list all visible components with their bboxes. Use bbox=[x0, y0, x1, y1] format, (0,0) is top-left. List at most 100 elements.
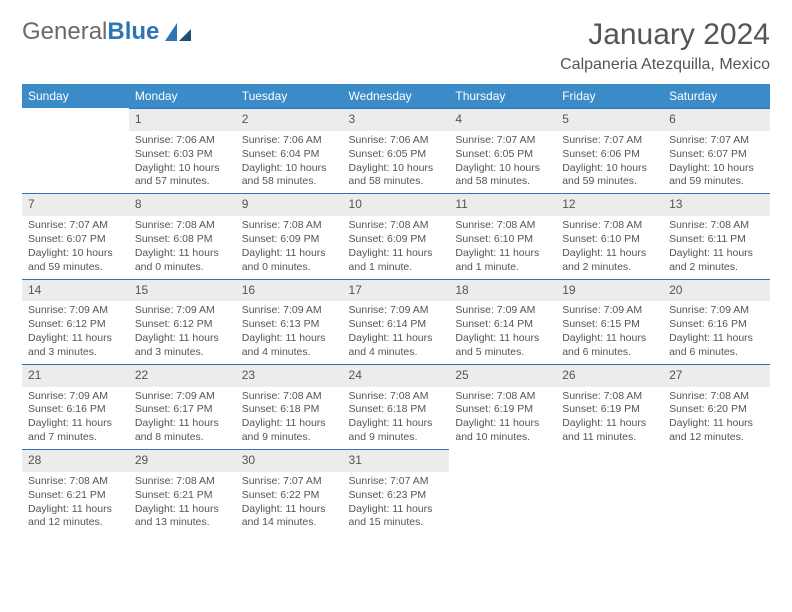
sunset-text: Sunset: 6:20 PM bbox=[669, 403, 764, 417]
day-number: 13 bbox=[663, 193, 770, 216]
day-content: Sunrise: 7:08 AMSunset: 6:10 PMDaylight:… bbox=[449, 216, 556, 278]
day-cell: 2Sunrise: 7:06 AMSunset: 6:04 PMDaylight… bbox=[236, 108, 343, 193]
day-cell: 13Sunrise: 7:08 AMSunset: 6:11 PMDayligh… bbox=[663, 193, 770, 278]
sunrise-text: Sunrise: 7:09 AM bbox=[669, 304, 764, 318]
title-block: January 2024 Calpaneria Atezquilla, Mexi… bbox=[560, 18, 770, 74]
day-cell: 17Sunrise: 7:09 AMSunset: 6:14 PMDayligh… bbox=[343, 279, 450, 364]
sunset-text: Sunset: 6:08 PM bbox=[135, 233, 230, 247]
day-content: Sunrise: 7:07 AMSunset: 6:22 PMDaylight:… bbox=[236, 472, 343, 534]
day-cell: 21Sunrise: 7:09 AMSunset: 6:16 PMDayligh… bbox=[22, 364, 129, 449]
daylight-text: Daylight: 11 hours and 0 minutes. bbox=[135, 247, 230, 275]
sunset-text: Sunset: 6:23 PM bbox=[349, 489, 444, 503]
sunset-text: Sunset: 6:09 PM bbox=[349, 233, 444, 247]
sunrise-text: Sunrise: 7:08 AM bbox=[562, 219, 657, 233]
day-number: 22 bbox=[129, 364, 236, 387]
sunset-text: Sunset: 6:05 PM bbox=[455, 148, 550, 162]
day-number: 8 bbox=[129, 193, 236, 216]
daylight-text: Daylight: 11 hours and 10 minutes. bbox=[455, 417, 550, 445]
day-cell: 14 Sunrise: 7:09 AMSunset: 6:12 PMDayligh… bbox=[22, 279, 129, 364]
sunrise-text: Sunrise: 7:07 AM bbox=[242, 475, 337, 489]
day-content: Sunrise: 7:06 AMSunset: 6:04 PMDaylight:… bbox=[236, 131, 343, 193]
day-number: 31 bbox=[343, 449, 450, 472]
day-content: Sunrise: 7:09 AMSunset: 6:12 PMDaylight:… bbox=[129, 301, 236, 363]
sunrise-text: Sunrise: 7:09 AM bbox=[28, 390, 123, 404]
sunrise-text: Sunrise: 7:09 AM bbox=[28, 304, 123, 318]
daylight-text: Daylight: 10 hours and 59 minutes. bbox=[669, 162, 764, 190]
daylight-text: Daylight: 11 hours and 0 minutes. bbox=[242, 247, 337, 275]
day-cell: 18Sunrise: 7:09 AMSunset: 6:14 PMDayligh… bbox=[449, 279, 556, 364]
sunrise-text: Sunrise: 7:06 AM bbox=[135, 134, 230, 148]
sunset-text: Sunset: 6:03 PM bbox=[135, 148, 230, 162]
daylight-text: Daylight: 10 hours and 59 minutes. bbox=[562, 162, 657, 190]
day-content: Sunrise: 7:09 AMSunset: 6:16 PMDaylight:… bbox=[22, 387, 129, 449]
day-cell: 20Sunrise: 7:09 AMSunset: 6:16 PMDayligh… bbox=[663, 279, 770, 364]
day-content: Sunrise: 7:09 AMSunset: 6:17 PMDaylight:… bbox=[129, 387, 236, 449]
day-cell: 5Sunrise: 7:07 AMSunset: 6:06 PMDaylight… bbox=[556, 108, 663, 193]
sunset-text: Sunset: 6:12 PM bbox=[28, 318, 123, 332]
location-label: Calpaneria Atezquilla, Mexico bbox=[560, 56, 770, 74]
daylight-text: Daylight: 11 hours and 1 minute. bbox=[455, 247, 550, 275]
sunrise-text: Sunrise: 7:08 AM bbox=[349, 390, 444, 404]
day-cell: 1Sunrise: 7:06 AMSunset: 6:03 PMDaylight… bbox=[129, 108, 236, 193]
sunset-text: Sunset: 6:18 PM bbox=[349, 403, 444, 417]
day-content: Sunrise: 7:06 AMSunset: 6:05 PMDaylight:… bbox=[343, 131, 450, 193]
day-content: Sunrise: 7:07 AMSunset: 6:07 PMDaylight:… bbox=[663, 131, 770, 193]
day-number: 15 bbox=[129, 279, 236, 302]
day-number: 28 bbox=[22, 449, 129, 472]
day-content: Sunrise: 7:09 AMSunset: 6:14 PMDaylight:… bbox=[449, 301, 556, 363]
sunrise-text: Sunrise: 7:08 AM bbox=[242, 219, 337, 233]
daylight-text: Daylight: 11 hours and 11 minutes. bbox=[562, 417, 657, 445]
day-cell: 15Sunrise: 7:09 AMSunset: 6:12 PMDayligh… bbox=[129, 279, 236, 364]
col-tuesday: Tuesday bbox=[236, 84, 343, 108]
day-number: 4 bbox=[449, 108, 556, 131]
col-friday: Friday bbox=[556, 84, 663, 108]
sunset-text: Sunset: 6:15 PM bbox=[562, 318, 657, 332]
sunrise-text: Sunrise: 7:09 AM bbox=[135, 304, 230, 318]
sunset-text: Sunset: 6:21 PM bbox=[28, 489, 123, 503]
logo: GeneralBlue bbox=[22, 18, 193, 46]
day-content: Sunrise: 7:09 AMSunset: 6:15 PMDaylight:… bbox=[556, 301, 663, 363]
week-row: 1Sunrise: 7:06 AMSunset: 6:03 PMDaylight… bbox=[22, 108, 770, 193]
daylight-text: Daylight: 11 hours and 3 minutes. bbox=[28, 332, 123, 360]
day-number: 23 bbox=[236, 364, 343, 387]
daylight-text: Daylight: 11 hours and 4 minutes. bbox=[242, 332, 337, 360]
daylight-text: Daylight: 11 hours and 2 minutes. bbox=[669, 247, 764, 275]
week-row: 7Sunrise: 7:07 AMSunset: 6:07 PMDaylight… bbox=[22, 193, 770, 278]
daylight-text: Daylight: 11 hours and 6 minutes. bbox=[562, 332, 657, 360]
sunrise-text: Sunrise: 7:08 AM bbox=[349, 219, 444, 233]
sunset-text: Sunset: 6:13 PM bbox=[242, 318, 337, 332]
sunrise-text: Sunrise: 7:08 AM bbox=[455, 219, 550, 233]
sunset-text: Sunset: 6:04 PM bbox=[242, 148, 337, 162]
day-content: Sunrise: 7:08 AMSunset: 6:21 PMDaylight:… bbox=[129, 472, 236, 534]
col-wednesday: Wednesday bbox=[343, 84, 450, 108]
sunrise-text: Sunrise: 7:08 AM bbox=[669, 390, 764, 404]
day-number: 14 bbox=[22, 279, 129, 302]
col-monday: Monday bbox=[129, 84, 236, 108]
sunset-text: Sunset: 6:06 PM bbox=[562, 148, 657, 162]
sunrise-text: Sunrise: 7:09 AM bbox=[455, 304, 550, 318]
day-header-row: Sunday Monday Tuesday Wednesday Thursday… bbox=[22, 84, 770, 108]
day-cell: 16Sunrise: 7:09 AMSunset: 6:13 PMDayligh… bbox=[236, 279, 343, 364]
day-content: Sunrise: 7:08 AMSunset: 6:20 PMDaylight:… bbox=[663, 387, 770, 449]
sunset-text: Sunset: 6:12 PM bbox=[135, 318, 230, 332]
daylight-text: Daylight: 11 hours and 12 minutes. bbox=[669, 417, 764, 445]
day-number: 24 bbox=[343, 364, 450, 387]
sunrise-text: Sunrise: 7:07 AM bbox=[349, 475, 444, 489]
sunset-text: Sunset: 6:16 PM bbox=[669, 318, 764, 332]
week-row: 21Sunrise: 7:09 AMSunset: 6:16 PMDayligh… bbox=[22, 364, 770, 449]
day-cell bbox=[663, 449, 770, 534]
sunrise-text: Sunrise: 7:06 AM bbox=[349, 134, 444, 148]
logo-word-blue: Blue bbox=[107, 18, 159, 46]
day-cell: 6Sunrise: 7:07 AMSunset: 6:07 PMDaylight… bbox=[663, 108, 770, 193]
sunset-text: Sunset: 6:16 PM bbox=[28, 403, 123, 417]
sunrise-text: Sunrise: 7:08 AM bbox=[135, 219, 230, 233]
day-cell: 22Sunrise: 7:09 AMSunset: 6:17 PMDayligh… bbox=[129, 364, 236, 449]
daylight-text: Daylight: 11 hours and 4 minutes. bbox=[349, 332, 444, 360]
daylight-text: Daylight: 11 hours and 8 minutes. bbox=[135, 417, 230, 445]
daylight-text: Daylight: 11 hours and 12 minutes. bbox=[28, 503, 123, 531]
day-number: 1 bbox=[129, 108, 236, 131]
day-content: Sunrise: 7:08 AMSunset: 6:10 PMDaylight:… bbox=[556, 216, 663, 278]
sunset-text: Sunset: 6:19 PM bbox=[562, 403, 657, 417]
day-content: Sunrise: 7:06 AMSunset: 6:03 PMDaylight:… bbox=[129, 131, 236, 193]
col-sunday: Sunday bbox=[22, 84, 129, 108]
